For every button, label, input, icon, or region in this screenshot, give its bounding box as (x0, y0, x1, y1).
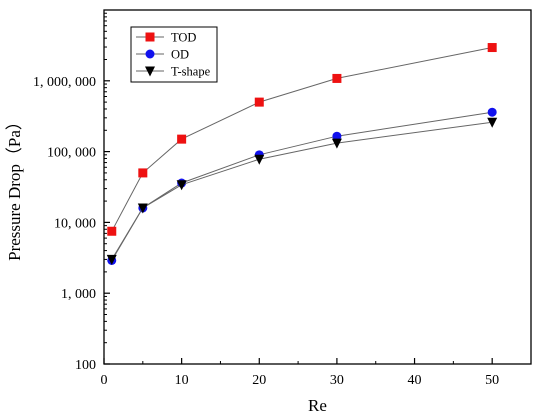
legend-marker-od (145, 49, 155, 59)
y-tick-label: 1, 000, 000 (33, 75, 96, 90)
x-tick-label: 40 (408, 373, 422, 388)
series-tod (107, 43, 497, 236)
legend-marker-t-shape (145, 66, 155, 77)
legend-label: OD (171, 48, 189, 62)
legend-entry-t-shape: T-shape (136, 65, 211, 79)
legend-entry-od: OD (136, 48, 189, 62)
x-tick-label: 10 (175, 373, 189, 388)
legend: TOD OD T-shape (130, 26, 218, 83)
data-point-tod (138, 168, 148, 178)
x-axis-title: Re (308, 396, 327, 415)
series-t-shape (106, 117, 498, 265)
y-tick-label: 100, 000 (47, 146, 96, 161)
x-tick-label: 0 (101, 373, 108, 388)
data-point-t-shape (331, 138, 342, 149)
data-point-tod (107, 226, 117, 236)
data-point-t-shape (137, 203, 148, 214)
series-line-od (111, 111, 493, 261)
data-point-od (332, 131, 342, 141)
data-point-t-shape (176, 180, 187, 191)
x-tick-label: 20 (252, 373, 266, 388)
series-od (107, 107, 497, 265)
data-point-od (487, 107, 497, 117)
y-axis-title: Pressure Drop（Pa） (5, 113, 24, 261)
legend-entry-tod: TOD (136, 31, 196, 45)
data-point-t-shape (487, 117, 498, 128)
y-axis: 100 1, 000 10, 000 100, 000 1, 000, 000 (33, 12, 110, 373)
legend-label: TOD (171, 31, 196, 45)
legend-label: T-shape (171, 65, 211, 79)
data-point-t-shape (254, 154, 265, 165)
y-tick-label: 1, 000 (61, 287, 96, 302)
x-tick-label: 30 (330, 373, 344, 388)
plot-frame (103, 9, 532, 365)
x-axis: 0 10 20 30 40 50 (101, 358, 499, 388)
data-point-tod (177, 134, 187, 144)
data-point-t-shape (106, 254, 117, 265)
data-point-tod (332, 73, 342, 83)
y-tick-label: 100 (75, 358, 96, 373)
data-point-tod (487, 43, 497, 53)
x-tick-label: 50 (485, 373, 499, 388)
series-line-t-shape (111, 121, 493, 260)
data-point-tod (254, 97, 264, 107)
y-tick-label: 10, 000 (54, 216, 96, 231)
series-line-tod (111, 47, 493, 232)
series-layer (106, 43, 498, 265)
legend-marker-tod (145, 32, 155, 42)
